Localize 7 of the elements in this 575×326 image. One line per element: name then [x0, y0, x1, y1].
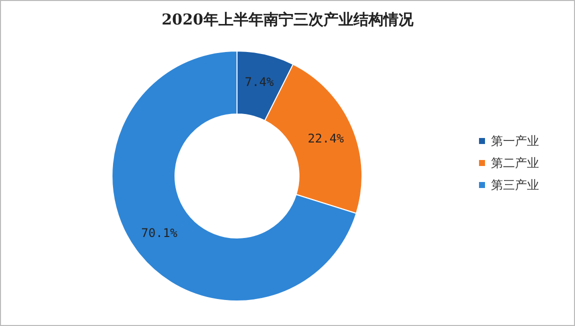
- legend-label: 第二产业: [491, 156, 539, 170]
- data-label: 70.1%: [141, 226, 178, 240]
- legend-label: 第一产业: [491, 134, 539, 148]
- data-label: 22.4%: [308, 131, 345, 146]
- legend-label: 第三产业: [491, 178, 539, 192]
- chart-title: 2020年上半年南宁三次产业结构情况: [162, 10, 414, 28]
- data-label: 7.4%: [244, 75, 274, 90]
